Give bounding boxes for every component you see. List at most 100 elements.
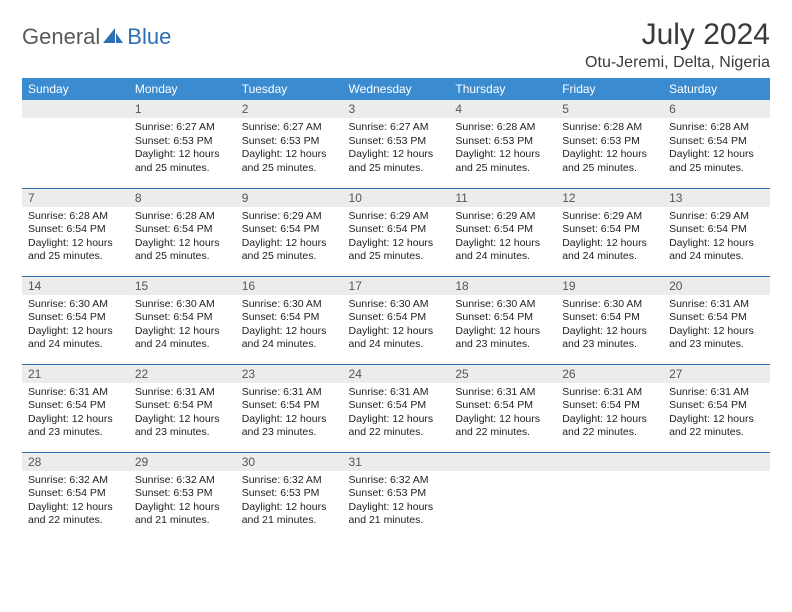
calendar-day-cell: 18Sunrise: 6:30 AMSunset: 6:54 PMDayligh… bbox=[449, 276, 556, 364]
calendar-day-cell: 26Sunrise: 6:31 AMSunset: 6:54 PMDayligh… bbox=[556, 364, 663, 452]
daylight-text: Daylight: 12 hours and 21 minutes. bbox=[135, 501, 230, 528]
sunset-text: Sunset: 6:54 PM bbox=[28, 223, 123, 237]
sunset-text: Sunset: 6:54 PM bbox=[242, 311, 337, 325]
sunset-text: Sunset: 6:54 PM bbox=[135, 311, 230, 325]
day-number: 30 bbox=[236, 453, 343, 471]
sunset-text: Sunset: 6:54 PM bbox=[135, 399, 230, 413]
day-number: 26 bbox=[556, 365, 663, 383]
calendar-day-cell: 29Sunrise: 6:32 AMSunset: 6:53 PMDayligh… bbox=[129, 452, 236, 540]
calendar-week-row: 14Sunrise: 6:30 AMSunset: 6:54 PMDayligh… bbox=[22, 276, 770, 364]
daylight-text: Daylight: 12 hours and 23 minutes. bbox=[28, 413, 123, 440]
calendar-day-cell: 6Sunrise: 6:28 AMSunset: 6:54 PMDaylight… bbox=[663, 100, 770, 188]
weekday-header: Monday bbox=[129, 78, 236, 100]
day-details: Sunrise: 6:29 AMSunset: 6:54 PMDaylight:… bbox=[343, 207, 450, 269]
weekday-header: Friday bbox=[556, 78, 663, 100]
day-number: 27 bbox=[663, 365, 770, 383]
sunset-text: Sunset: 6:54 PM bbox=[28, 311, 123, 325]
sunset-text: Sunset: 6:54 PM bbox=[562, 399, 657, 413]
sunset-text: Sunset: 6:54 PM bbox=[242, 223, 337, 237]
calendar-day-cell: 8Sunrise: 6:28 AMSunset: 6:54 PMDaylight… bbox=[129, 188, 236, 276]
calendar-day-cell: 19Sunrise: 6:30 AMSunset: 6:54 PMDayligh… bbox=[556, 276, 663, 364]
day-number: 4 bbox=[449, 100, 556, 118]
brand-sail-icon bbox=[103, 26, 123, 49]
day-details: Sunrise: 6:31 AMSunset: 6:54 PMDaylight:… bbox=[663, 295, 770, 357]
calendar-day-cell: 9Sunrise: 6:29 AMSunset: 6:54 PMDaylight… bbox=[236, 188, 343, 276]
sunrise-text: Sunrise: 6:30 AM bbox=[455, 298, 550, 312]
sunrise-text: Sunrise: 6:31 AM bbox=[455, 386, 550, 400]
day-number bbox=[556, 453, 663, 471]
sunset-text: Sunset: 6:53 PM bbox=[242, 487, 337, 501]
calendar-day-cell: 14Sunrise: 6:30 AMSunset: 6:54 PMDayligh… bbox=[22, 276, 129, 364]
sunrise-text: Sunrise: 6:31 AM bbox=[669, 298, 764, 312]
day-number: 16 bbox=[236, 277, 343, 295]
day-details: Sunrise: 6:31 AMSunset: 6:54 PMDaylight:… bbox=[236, 383, 343, 445]
calendar-day-cell: 31Sunrise: 6:32 AMSunset: 6:53 PMDayligh… bbox=[343, 452, 450, 540]
calendar-day-cell bbox=[663, 452, 770, 540]
day-number bbox=[449, 453, 556, 471]
sunset-text: Sunset: 6:54 PM bbox=[669, 223, 764, 237]
calendar-day-cell: 25Sunrise: 6:31 AMSunset: 6:54 PMDayligh… bbox=[449, 364, 556, 452]
sunset-text: Sunset: 6:54 PM bbox=[455, 223, 550, 237]
daylight-text: Daylight: 12 hours and 25 minutes. bbox=[669, 148, 764, 175]
day-number: 25 bbox=[449, 365, 556, 383]
day-details: Sunrise: 6:30 AMSunset: 6:54 PMDaylight:… bbox=[129, 295, 236, 357]
daylight-text: Daylight: 12 hours and 22 minutes. bbox=[669, 413, 764, 440]
brand-part2: Blue bbox=[127, 24, 171, 50]
calendar-day-cell: 27 Sunrise: 6:31 AMSunset: 6:54 PMDayligh… bbox=[663, 364, 770, 452]
sunrise-text: Sunrise: 6:32 AM bbox=[135, 474, 230, 488]
month-title: July 2024 bbox=[585, 18, 770, 52]
calendar-day-cell bbox=[22, 100, 129, 188]
calendar-week-row: 1Sunrise: 6:27 AMSunset: 6:53 PMDaylight… bbox=[22, 100, 770, 188]
calendar-day-cell bbox=[449, 452, 556, 540]
calendar-day-cell: 3Sunrise: 6:27 AMSunset: 6:53 PMDaylight… bbox=[343, 100, 450, 188]
calendar-day-cell: 30Sunrise: 6:32 AMSunset: 6:53 PMDayligh… bbox=[236, 452, 343, 540]
day-details: Sunrise: 6:31 AMSunset: 6:54 PMDaylight:… bbox=[343, 383, 450, 445]
day-details: Sunrise: 6:31 AMSunset: 6:54 PMDaylight:… bbox=[449, 383, 556, 445]
calendar-day-cell bbox=[556, 452, 663, 540]
weekday-header: Sunday bbox=[22, 78, 129, 100]
day-details: Sunrise: 6:30 AMSunset: 6:54 PMDaylight:… bbox=[22, 295, 129, 357]
sunset-text: Sunset: 6:54 PM bbox=[669, 399, 764, 413]
day-details: Sunrise: 6:28 AMSunset: 6:53 PMDaylight:… bbox=[449, 118, 556, 180]
day-number: 5 bbox=[556, 100, 663, 118]
calendar-day-cell: 2Sunrise: 6:27 AMSunset: 6:53 PMDaylight… bbox=[236, 100, 343, 188]
day-number: 28 bbox=[22, 453, 129, 471]
daylight-text: Daylight: 12 hours and 22 minutes. bbox=[455, 413, 550, 440]
sunrise-text: Sunrise: 6:30 AM bbox=[242, 298, 337, 312]
sunset-text: Sunset: 6:54 PM bbox=[455, 311, 550, 325]
day-number: 14 bbox=[22, 277, 129, 295]
daylight-text: Daylight: 12 hours and 23 minutes. bbox=[135, 413, 230, 440]
day-details: Sunrise: 6:32 AMSunset: 6:53 PMDaylight:… bbox=[236, 471, 343, 533]
daylight-text: Daylight: 12 hours and 24 minutes. bbox=[242, 325, 337, 352]
calendar-day-cell: 16Sunrise: 6:30 AMSunset: 6:54 PMDayligh… bbox=[236, 276, 343, 364]
calendar-day-cell: 13Sunrise: 6:29 AMSunset: 6:54 PMDayligh… bbox=[663, 188, 770, 276]
sunrise-text: Sunrise: 6:28 AM bbox=[562, 121, 657, 135]
sunset-text: Sunset: 6:53 PM bbox=[135, 487, 230, 501]
day-details: Sunrise: 6:28 AMSunset: 6:54 PMDaylight:… bbox=[22, 207, 129, 269]
brand-part1: General bbox=[22, 24, 100, 50]
sunrise-text: Sunrise: 6:27 AM bbox=[135, 121, 230, 135]
sunrise-text: Sunrise: 6:31 AM bbox=[669, 386, 764, 400]
day-details: Sunrise: 6:30 AMSunset: 6:54 PMDaylight:… bbox=[449, 295, 556, 357]
calendar-day-cell: 1Sunrise: 6:27 AMSunset: 6:53 PMDaylight… bbox=[129, 100, 236, 188]
location-subtitle: Otu-Jeremi, Delta, Nigeria bbox=[585, 54, 770, 72]
day-number: 21 bbox=[22, 365, 129, 383]
daylight-text: Daylight: 12 hours and 25 minutes. bbox=[242, 148, 337, 175]
daylight-text: Daylight: 12 hours and 25 minutes. bbox=[455, 148, 550, 175]
day-number: 17 bbox=[343, 277, 450, 295]
daylight-text: Daylight: 12 hours and 23 minutes. bbox=[669, 325, 764, 352]
sunset-text: Sunset: 6:54 PM bbox=[242, 399, 337, 413]
day-number: 22 bbox=[129, 365, 236, 383]
weekday-header-row: Sunday Monday Tuesday Wednesday Thursday… bbox=[22, 78, 770, 100]
calendar-day-cell: 20Sunrise: 6:31 AMSunset: 6:54 PMDayligh… bbox=[663, 276, 770, 364]
sunset-text: Sunset: 6:53 PM bbox=[562, 135, 657, 149]
day-number: 7 bbox=[22, 189, 129, 207]
calendar-day-cell: 11Sunrise: 6:29 AMSunset: 6:54 PMDayligh… bbox=[449, 188, 556, 276]
brand-logo: General Blue bbox=[22, 18, 171, 50]
day-details: Sunrise: 6:30 AMSunset: 6:54 PMDaylight:… bbox=[236, 295, 343, 357]
sunset-text: Sunset: 6:54 PM bbox=[669, 311, 764, 325]
sunset-text: Sunset: 6:54 PM bbox=[562, 311, 657, 325]
day-details: Sunrise: 6:31 AMSunset: 6:54 PMDaylight:… bbox=[129, 383, 236, 445]
daylight-text: Daylight: 12 hours and 23 minutes. bbox=[455, 325, 550, 352]
sunset-text: Sunset: 6:54 PM bbox=[135, 223, 230, 237]
